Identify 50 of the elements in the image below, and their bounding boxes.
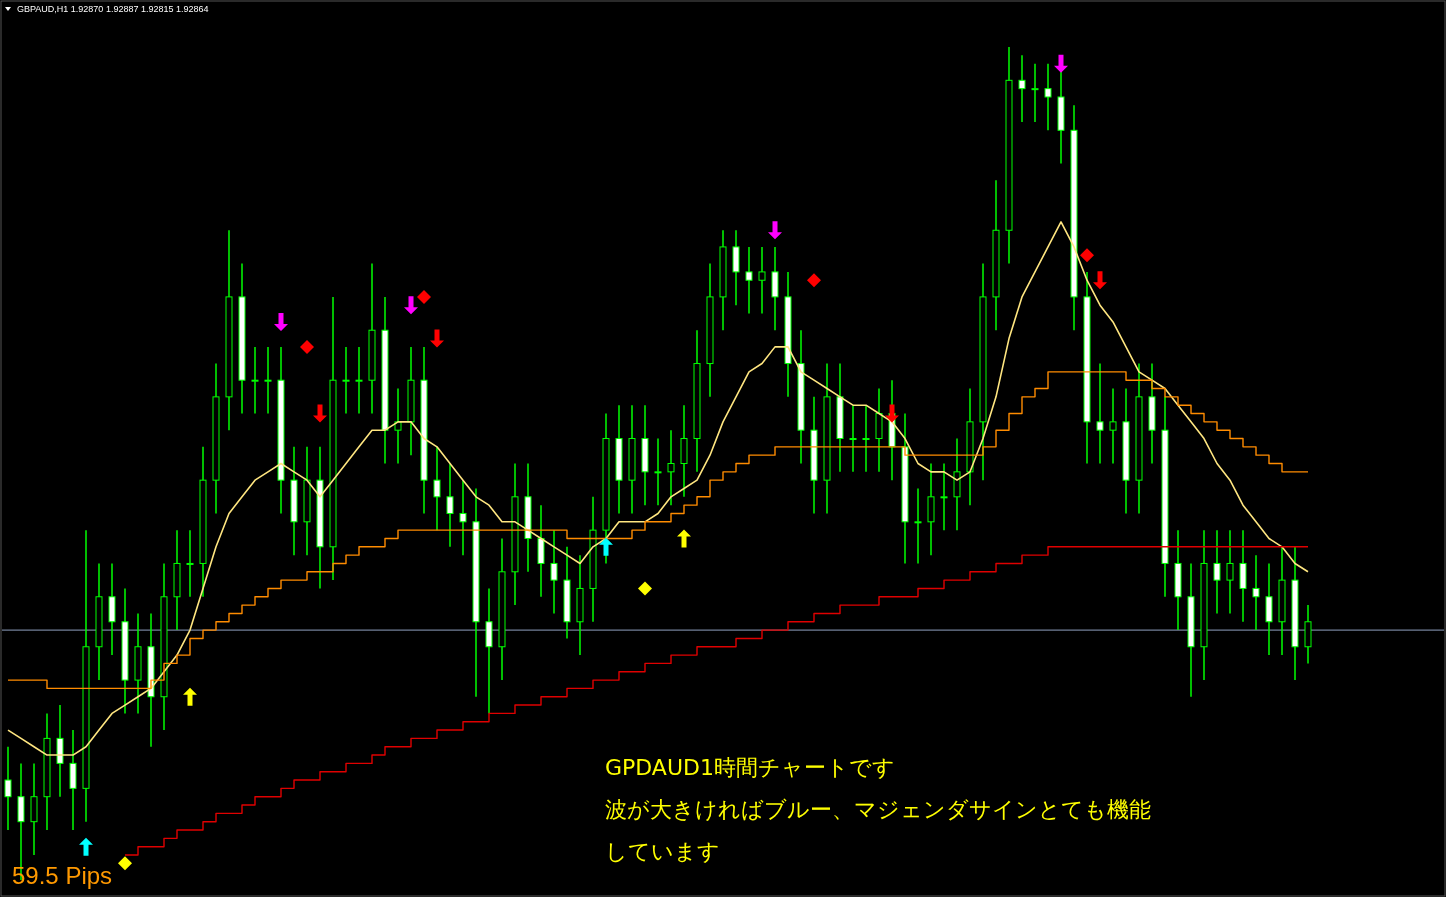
annotation: GPDAUD1時間チャートです	[605, 755, 895, 780]
candlestick	[654, 437, 662, 506]
candlestick	[1213, 529, 1221, 615]
annotation: 59.5 Pips	[12, 862, 113, 889]
candlestick	[849, 404, 857, 473]
candlestick	[1044, 62, 1052, 132]
candlestick	[550, 529, 558, 615]
point	[1093, 271, 1107, 290]
candlestick	[355, 346, 363, 415]
point	[885, 404, 899, 423]
point	[430, 329, 444, 348]
point	[79, 837, 93, 856]
candlestick	[1096, 362, 1104, 465]
candlestick	[940, 462, 948, 531]
point	[768, 221, 782, 240]
candlestick	[1226, 529, 1234, 615]
point	[417, 289, 431, 304]
candlestick	[251, 346, 259, 415]
point	[1054, 54, 1068, 73]
candlestick	[186, 529, 194, 598]
candlestick	[1031, 62, 1039, 123]
point	[404, 296, 418, 315]
point	[1080, 248, 1094, 263]
annotation: しています	[605, 839, 720, 864]
point	[638, 581, 652, 596]
candlestick	[342, 346, 350, 415]
point	[599, 537, 613, 556]
annotation: 波が大きければブルー、マジェンダサインとても機能	[605, 797, 1151, 822]
point	[807, 273, 821, 288]
candlestick	[459, 479, 467, 556]
candlestick	[446, 462, 454, 548]
candlestick	[264, 346, 272, 415]
candlestick	[745, 246, 753, 315]
point	[118, 856, 132, 871]
candlestick	[4, 745, 12, 831]
candlestick	[1109, 387, 1117, 465]
candlestick	[758, 246, 766, 315]
point	[313, 404, 327, 423]
chart-title: GBPAUD,H1 1.92870 1.92887 1.92815 1.92864	[17, 4, 209, 14]
candlestick	[394, 387, 402, 465]
candlestick	[914, 487, 922, 565]
candlestick	[433, 446, 441, 531]
candlestick	[862, 404, 870, 473]
candlestick	[1252, 554, 1260, 631]
point	[677, 529, 691, 548]
point	[300, 339, 314, 354]
point	[183, 687, 197, 706]
candlestick	[667, 429, 675, 506]
point	[274, 312, 288, 331]
candlestick	[1018, 54, 1026, 123]
